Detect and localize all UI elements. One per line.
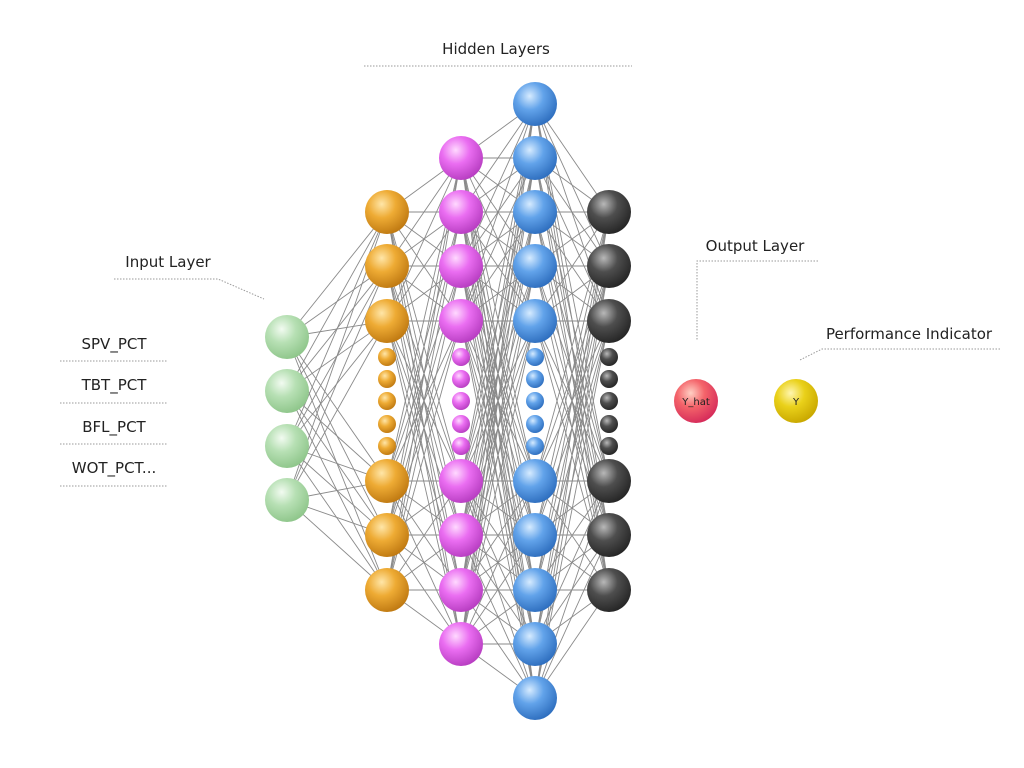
ellipsis-dot [526,392,544,410]
connection-line [534,480,610,645]
neuron-node [365,244,409,288]
neuron-node [513,190,557,234]
ellipsis-dot [378,348,396,366]
input-layer-title: Input Layer [125,253,211,271]
connection-line [534,534,610,699]
neuron-node [587,513,631,557]
ellipsis-dot [600,370,618,388]
neuron-node [365,513,409,557]
ellipsis-dot [600,392,618,410]
ellipsis-dot [526,415,544,433]
connection-line [386,157,462,322]
neuron-node [513,299,557,343]
neuron-node [587,244,631,288]
neuron-node [513,459,557,503]
neuron-node [587,568,631,612]
input-layer [265,315,309,522]
ellipsis-dot [526,370,544,388]
neuron-node [439,190,483,234]
ellipsis-dot [452,348,470,366]
connection-line [286,320,388,501]
ellipsis-dot [378,392,396,410]
neuron-node [439,136,483,180]
neuron-node [365,459,409,503]
neuron-node [587,299,631,343]
neuron-node [439,513,483,557]
neuron-node [513,244,557,288]
ellipsis-dot [452,392,470,410]
neuron-node [513,136,557,180]
feature-list: SPV_PCT TBT_PCT BFL_PCT WOT_PCT... [60,335,168,487]
neuron-node [265,369,309,413]
neuron-node [439,299,483,343]
y-hat-node [674,379,718,423]
performance-indicator-title: Performance Indicator [826,325,993,343]
connection-line [286,265,388,501]
ellipsis-dot [378,370,396,388]
performance-indicator-leader [799,348,1000,361]
neuron-node [265,424,309,468]
hidden-layers-title-group: Hidden Layers [364,40,632,67]
ellipsis-dot [452,415,470,433]
connection-line [286,211,388,338]
connection-lines [286,103,610,699]
neuron-node [265,478,309,522]
connection-line [460,103,536,591]
neuron-node [439,459,483,503]
input-layer-title-group: Input Layer [114,253,265,300]
neuron-node [513,622,557,666]
network-nodes [265,82,631,720]
ellipsis-dot [526,348,544,366]
connection-line [534,211,610,699]
neuron-node [439,244,483,288]
neuron-node [513,82,557,126]
y-node [774,379,818,423]
hidden-layers-title: Hidden Layers [442,40,550,58]
neuron-node [265,315,309,359]
output-layer-title-group: Output Layer [696,237,818,340]
feature-label: SPV_PCT [81,335,147,354]
feature-label: TBT_PCT [81,376,148,395]
feature-label: WOT_PCT... [72,459,157,478]
output-layer-title: Output Layer [706,237,806,255]
output-nodes: Y_hat Y [674,379,818,423]
hidden-4-layer [587,190,631,612]
ellipsis-dot [526,437,544,455]
hidden-2-layer [439,136,483,666]
input-layer-leader [114,278,265,300]
ellipsis-dot [600,348,618,366]
neuron-node [439,568,483,612]
neuron-node [365,299,409,343]
neuron-node [365,190,409,234]
ellipsis-dot [600,415,618,433]
hidden-1-layer [365,190,409,612]
connection-line [460,103,536,267]
connection-line [286,211,388,392]
hidden-3-layer [513,82,557,720]
neuron-node [513,513,557,557]
connection-line [460,480,536,645]
connection-line [286,211,388,447]
neuron-node [513,676,557,720]
feature-label: BFL_PCT [82,418,146,437]
neuron-node [587,459,631,503]
neuron-node [513,568,557,612]
ellipsis-dot [600,437,618,455]
ellipsis-dot [452,370,470,388]
y-label: Y [792,397,800,408]
neuron-node [365,568,409,612]
performance-indicator-title-group: Performance Indicator [799,325,1000,361]
connection-line [286,499,388,591]
connection-line [286,390,388,536]
output-layer-leader [696,260,818,340]
connection-line [460,157,536,645]
neuron-node [439,622,483,666]
ellipsis-dot [378,415,396,433]
ellipsis-dot [452,437,470,455]
y-hat-label: Y_hat [681,397,710,408]
neuron-node [587,190,631,234]
ellipsis-dot [378,437,396,455]
